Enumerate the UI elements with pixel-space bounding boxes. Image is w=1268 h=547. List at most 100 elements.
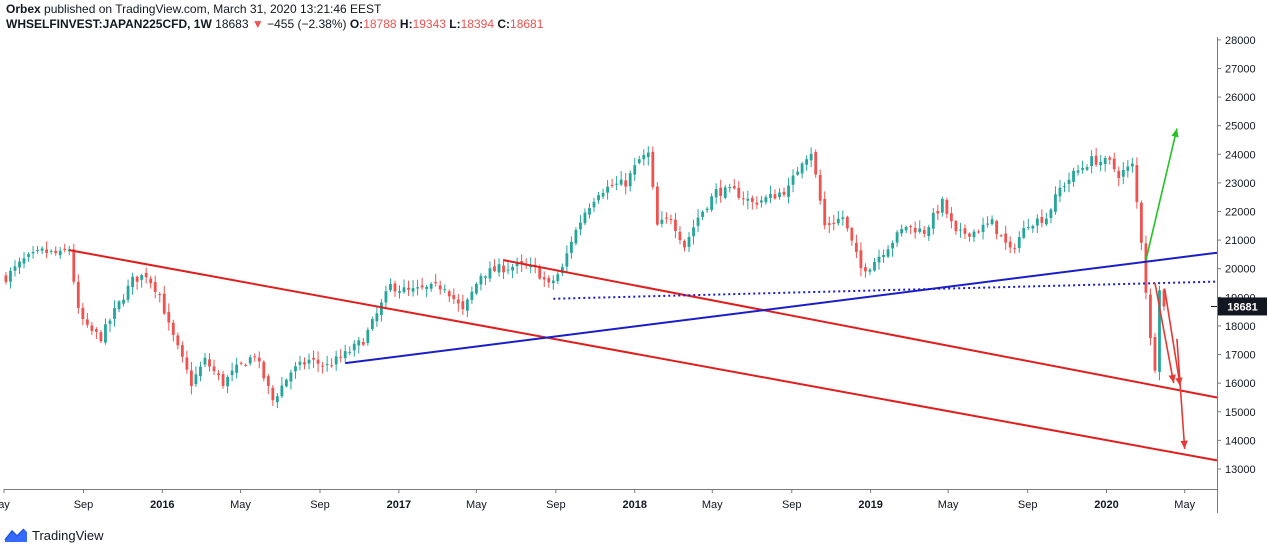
close-label: C: <box>497 17 511 31</box>
candle-body <box>253 356 257 358</box>
open-value: 18788 <box>363 17 397 31</box>
candle <box>913 221 917 239</box>
candle <box>674 212 677 239</box>
candle-body <box>1108 157 1112 160</box>
candle <box>922 226 926 238</box>
candle-body <box>1035 218 1039 226</box>
candle-body <box>389 284 392 291</box>
candle <box>1049 207 1053 224</box>
candle-body <box>126 285 130 300</box>
candle <box>1149 288 1152 346</box>
candle-body <box>244 365 248 367</box>
candle <box>692 219 695 245</box>
symbol-name[interactable]: WHSELFINVEST:JAPAN225CFD, 1W <box>6 17 212 31</box>
candle-body <box>479 275 483 285</box>
candle-body <box>579 222 582 230</box>
candle <box>800 161 804 179</box>
candle <box>764 194 768 205</box>
candle <box>1022 220 1026 240</box>
candle <box>732 179 736 190</box>
candle <box>158 292 162 303</box>
candle-body <box>194 374 198 385</box>
candle-body <box>185 357 189 370</box>
candle-body <box>646 152 650 158</box>
candle <box>171 319 175 342</box>
candle-body <box>76 281 80 308</box>
candle <box>235 357 239 379</box>
candle <box>1035 214 1039 233</box>
candle-body <box>610 185 614 187</box>
candle <box>95 327 98 340</box>
candle-body <box>275 396 279 403</box>
candle <box>470 286 474 304</box>
candle <box>203 353 207 368</box>
candle-body <box>913 227 917 233</box>
candle <box>321 361 325 374</box>
candle <box>836 210 840 226</box>
candle-body <box>1008 241 1012 248</box>
candle <box>13 260 17 277</box>
tradingview-footer[interactable]: TradingView <box>4 526 104 544</box>
candle-body <box>696 217 700 226</box>
candle <box>420 277 424 290</box>
candle <box>49 249 53 255</box>
candle-body <box>954 221 958 232</box>
candle-body <box>506 269 510 271</box>
candle-body <box>348 351 352 353</box>
candle-body <box>764 197 768 203</box>
candle-body <box>873 262 876 271</box>
candle <box>723 184 727 200</box>
candle <box>705 206 709 214</box>
candle <box>361 337 365 347</box>
candle <box>502 258 505 280</box>
candle-body <box>162 293 166 314</box>
candle <box>190 361 193 395</box>
candle <box>1031 224 1035 233</box>
candle-body <box>85 319 89 325</box>
candle <box>126 279 130 303</box>
candle-body <box>1040 216 1044 223</box>
candle-body <box>330 365 334 367</box>
candle <box>45 241 49 259</box>
candle-body <box>854 242 858 252</box>
x-tick-label: 2016 <box>150 499 174 511</box>
candle <box>750 195 754 210</box>
candle-body <box>1054 194 1057 212</box>
candle-body <box>755 202 759 205</box>
candle-body <box>45 249 49 253</box>
candle <box>868 267 872 276</box>
candle-body <box>814 152 818 175</box>
candle <box>76 274 80 314</box>
candle-body <box>714 189 718 198</box>
y-tick-label: 27000 <box>1225 63 1256 75</box>
candle <box>366 327 370 346</box>
candle <box>778 188 781 200</box>
candle <box>696 209 700 232</box>
candle-body <box>909 226 913 228</box>
candle-body <box>1103 158 1107 165</box>
candle <box>398 285 401 299</box>
candle <box>556 269 560 285</box>
x-tick-label: May <box>230 499 251 511</box>
candle-body <box>1149 294 1152 339</box>
candle <box>285 378 288 388</box>
candle-body <box>977 231 980 233</box>
y-tick-label: 21000 <box>1225 235 1256 247</box>
candle-body <box>434 282 438 284</box>
publish-line: Orbex published on TradingView.com, Marc… <box>6 2 543 17</box>
candle <box>678 226 682 245</box>
y-axis-ticks: 1300014000150001600017000180001900020000… <box>1217 35 1256 476</box>
candle <box>1103 155 1107 172</box>
down-arrow-icon: ▼ <box>251 17 264 31</box>
y-tick-label: 25000 <box>1225 121 1256 133</box>
candle-body <box>49 250 53 252</box>
candle-body <box>728 187 732 189</box>
publisher-name[interactable]: Orbex <box>6 2 41 16</box>
candle-body <box>959 229 962 231</box>
candles <box>4 146 1166 409</box>
candle <box>850 226 854 246</box>
candle <box>909 224 913 235</box>
candle-body <box>149 278 153 284</box>
candle <box>664 212 668 224</box>
